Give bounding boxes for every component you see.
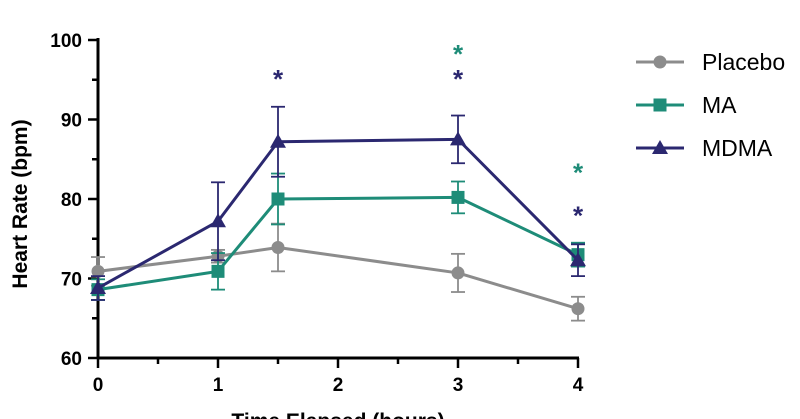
y-tick-label: 60	[61, 349, 82, 370]
legend-label-mdma: MDMA	[702, 135, 773, 161]
legend: Placebo MA MDMA	[636, 49, 785, 161]
axes: 60 70 80 90 100 0 1 2 3 4 Heart Rate (bpm) Time Ela…	[9, 31, 584, 419]
x-tick-label: 2	[333, 375, 344, 396]
y-tick-label: 90	[61, 111, 82, 132]
legend-item-ma: MA	[636, 92, 737, 118]
mdma-point	[570, 252, 586, 267]
ma-point	[271, 192, 285, 206]
series-placebo	[91, 222, 585, 322]
series-mdma	[90, 105, 586, 301]
legend-item-mdma: MDMA	[636, 135, 773, 161]
y-axis-title: Heart Rate (bpm)	[9, 119, 32, 288]
legend-marker-ma	[653, 98, 667, 112]
significance-annotations: * ****	[273, 39, 584, 230]
placebo-point	[571, 302, 585, 316]
x-tick-label: 3	[453, 375, 464, 396]
mdma-point	[270, 133, 286, 148]
mdma-line	[97, 137, 580, 290]
mdma-point	[90, 280, 106, 295]
ma-point	[211, 264, 225, 278]
x-axis-title: Time Elapsed (hours)	[231, 410, 444, 419]
significance-star-ma: *	[453, 39, 464, 69]
ma-line	[97, 195, 579, 292]
y-tick-label: 70	[61, 270, 82, 291]
significance-star-mdma: *	[273, 64, 284, 94]
series-layer	[90, 105, 586, 322]
x-tick-label: 0	[93, 375, 104, 396]
mdma-point	[210, 213, 226, 228]
x-tick-label: 4	[573, 375, 584, 396]
legend-marker-mdma	[652, 140, 668, 154]
significance-star-mdma: *	[573, 201, 584, 231]
legend-label-ma: MA	[702, 92, 737, 118]
y-tick-label: 80	[61, 190, 82, 211]
x-tick-label: 1	[213, 375, 224, 396]
legend-marker-placebo	[653, 55, 667, 69]
significance-star-ma: *	[573, 158, 584, 188]
placebo-point	[451, 266, 465, 280]
significance-star-mdma: *	[453, 64, 464, 94]
placebo-point	[91, 264, 105, 278]
ma-point	[451, 190, 465, 204]
mdma-point	[450, 131, 466, 146]
y-tick-label: 100	[50, 31, 82, 52]
legend-label-placebo: Placebo	[702, 49, 785, 75]
placebo-point	[271, 240, 285, 254]
legend-item-placebo: Placebo	[636, 49, 785, 75]
